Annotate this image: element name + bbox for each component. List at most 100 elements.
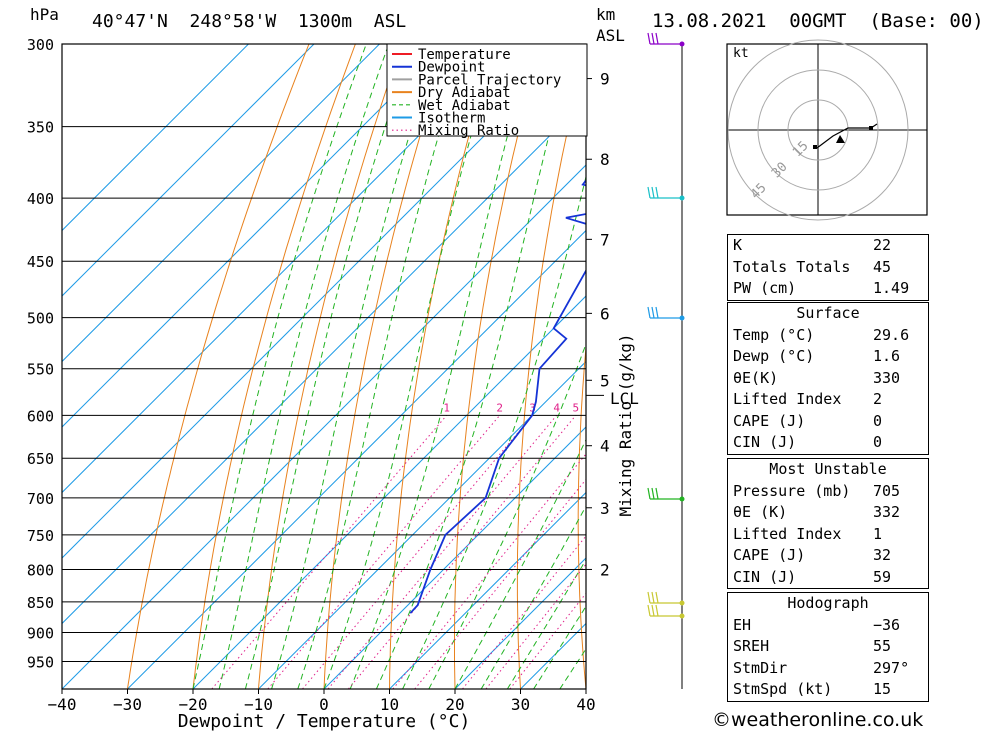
dry-adiabat-line — [957, 44, 1000, 689]
x-tick-label: −20 — [179, 695, 208, 714]
index-key: CIN (J) — [733, 433, 797, 451]
index-value: 55 — [873, 637, 892, 655]
index-value: 45 — [873, 257, 892, 276]
isotherm-line — [62, 44, 380, 363]
x-tick-label: 40 — [576, 695, 595, 714]
index-row: StmDir 297° — [728, 658, 928, 680]
mixing-ratio-line — [327, 415, 558, 689]
mixing-ratio-line — [347, 415, 577, 689]
km-tick-label: 9 — [600, 70, 610, 89]
plot-frame — [61, 43, 587, 690]
index-value: 330 — [873, 368, 901, 387]
mixing-ratio-label: 1 — [443, 401, 450, 414]
asl-label: ASL — [596, 26, 625, 45]
km-tick-label: 4 — [600, 437, 610, 456]
km-tick-label: 5 — [600, 371, 610, 390]
index-value: 59 — [873, 567, 892, 586]
mixing-ratio-label: 2 — [496, 401, 503, 414]
legend-label: Temperature — [418, 47, 511, 63]
wet-adiabat-line — [349, 44, 533, 689]
pressure-tick-label: 550 — [27, 361, 54, 379]
index-key: Lifted Index — [733, 524, 842, 543]
hodograph-ring — [787, 99, 849, 161]
pressure-tick-label: 700 — [27, 490, 54, 508]
hodograph-ring — [757, 69, 879, 191]
km-tick-label: 7 — [600, 230, 610, 249]
km-tick-label: 8 — [600, 150, 610, 169]
wind-profile — [647, 32, 685, 689]
index-key: K — [733, 236, 743, 254]
legend-label: Wet Adiabat — [418, 98, 511, 114]
wind-barb-feather — [651, 32, 655, 45]
wet-adiabat-line — [244, 44, 414, 689]
legend-label: Dry Adiabat — [418, 85, 511, 101]
km-label: km — [596, 5, 615, 24]
indices-table-top: K 22 Totals Totals 45 PW (cm) 1.49 — [727, 234, 929, 301]
index-key: CAPE (J) — [733, 411, 806, 430]
legend-label: Isotherm — [418, 111, 485, 127]
wet-adiabat-line — [454, 438, 586, 689]
index-row: CAPE (J) 32 — [728, 545, 928, 567]
wind-barb-feather — [655, 487, 659, 500]
x-axis-title: Dewpoint / Temperature (°C) — [178, 711, 471, 732]
isotherm-line — [62, 44, 315, 297]
isotherm-line — [62, 44, 511, 494]
mixing-ratio-line — [302, 415, 533, 689]
hodograph-ring — [727, 39, 909, 221]
index-row: CAPE (J) 0 — [728, 411, 928, 433]
axes: 3003504004505005506006507007508008509009… — [27, 36, 610, 714]
wind-barb-feather — [651, 186, 655, 199]
wind-barb-feather — [651, 487, 655, 500]
index-key: CAPE (J) — [733, 546, 806, 564]
wind-barb-feather — [655, 32, 659, 45]
x-tick-label: 20 — [445, 695, 464, 714]
pressure-tick-label: 650 — [27, 450, 54, 468]
surface-title: Surface — [796, 304, 860, 322]
pressure-tick-label: 600 — [27, 407, 54, 425]
index-value: 15 — [873, 680, 892, 698]
index-row: SREH 55 — [728, 636, 928, 658]
mixing-ratio-line — [211, 415, 448, 689]
index-row: Pressure (mb) 705 — [728, 481, 928, 503]
index-key: Temp (°C) — [733, 325, 815, 344]
datetime-title: 13.08.2021 00GMT (Base: 00) — [652, 10, 984, 32]
index-value: 1.49 — [873, 279, 910, 297]
index-row: Lifted Index 2 — [728, 389, 928, 411]
wind-barb-feather — [647, 186, 651, 199]
index-value: 332 — [873, 503, 901, 521]
isotherm-line — [389, 491, 586, 689]
surface-table: Surface Temp (°C) 29.6 Dewp (°C) 1.6 θE(K) 33… — [727, 302, 929, 455]
x-tick-label: −30 — [113, 695, 142, 714]
isotherm-line — [127, 229, 586, 689]
km-tick-label: 2 — [600, 560, 610, 579]
legend-label: Dewpoint — [418, 60, 485, 76]
index-key: Lifted Index — [733, 390, 842, 408]
index-row: K 22 — [728, 235, 928, 257]
pressure-tick-label: 350 — [27, 119, 54, 137]
pressure-tick-label: 300 — [27, 36, 54, 54]
wet-adiabat-line — [375, 44, 573, 689]
mixing-ratio-label: 4 — [553, 401, 560, 414]
index-row: EH −36 — [728, 615, 928, 637]
wind-barb-feather — [655, 604, 659, 617]
storm-motion-marker — [836, 135, 845, 143]
wind-barb-feather — [651, 306, 655, 319]
lcl-label: LCL — [610, 389, 639, 408]
x-tick-label: −10 — [244, 695, 273, 714]
footer-copyright[interactable]: ©weatheronline.co.uk — [712, 709, 924, 731]
index-key: EH — [733, 615, 752, 634]
index-value: 2 — [873, 390, 883, 408]
pressure-tick-label: 500 — [27, 310, 54, 328]
index-value: 0 — [873, 433, 883, 451]
index-key: StmDir — [733, 658, 788, 677]
dry-adiabat-line — [323, 44, 449, 689]
legend-label: Parcel Trajectory — [418, 72, 561, 88]
index-key: θE (K) — [733, 503, 788, 521]
isotherm-line — [62, 44, 446, 428]
x-tick-label: 30 — [511, 695, 530, 714]
pressure-tick-label: 850 — [27, 594, 54, 612]
isotherm-line — [258, 360, 586, 689]
index-key: PW (cm) — [733, 279, 797, 297]
x-tick-label: 10 — [380, 695, 399, 714]
